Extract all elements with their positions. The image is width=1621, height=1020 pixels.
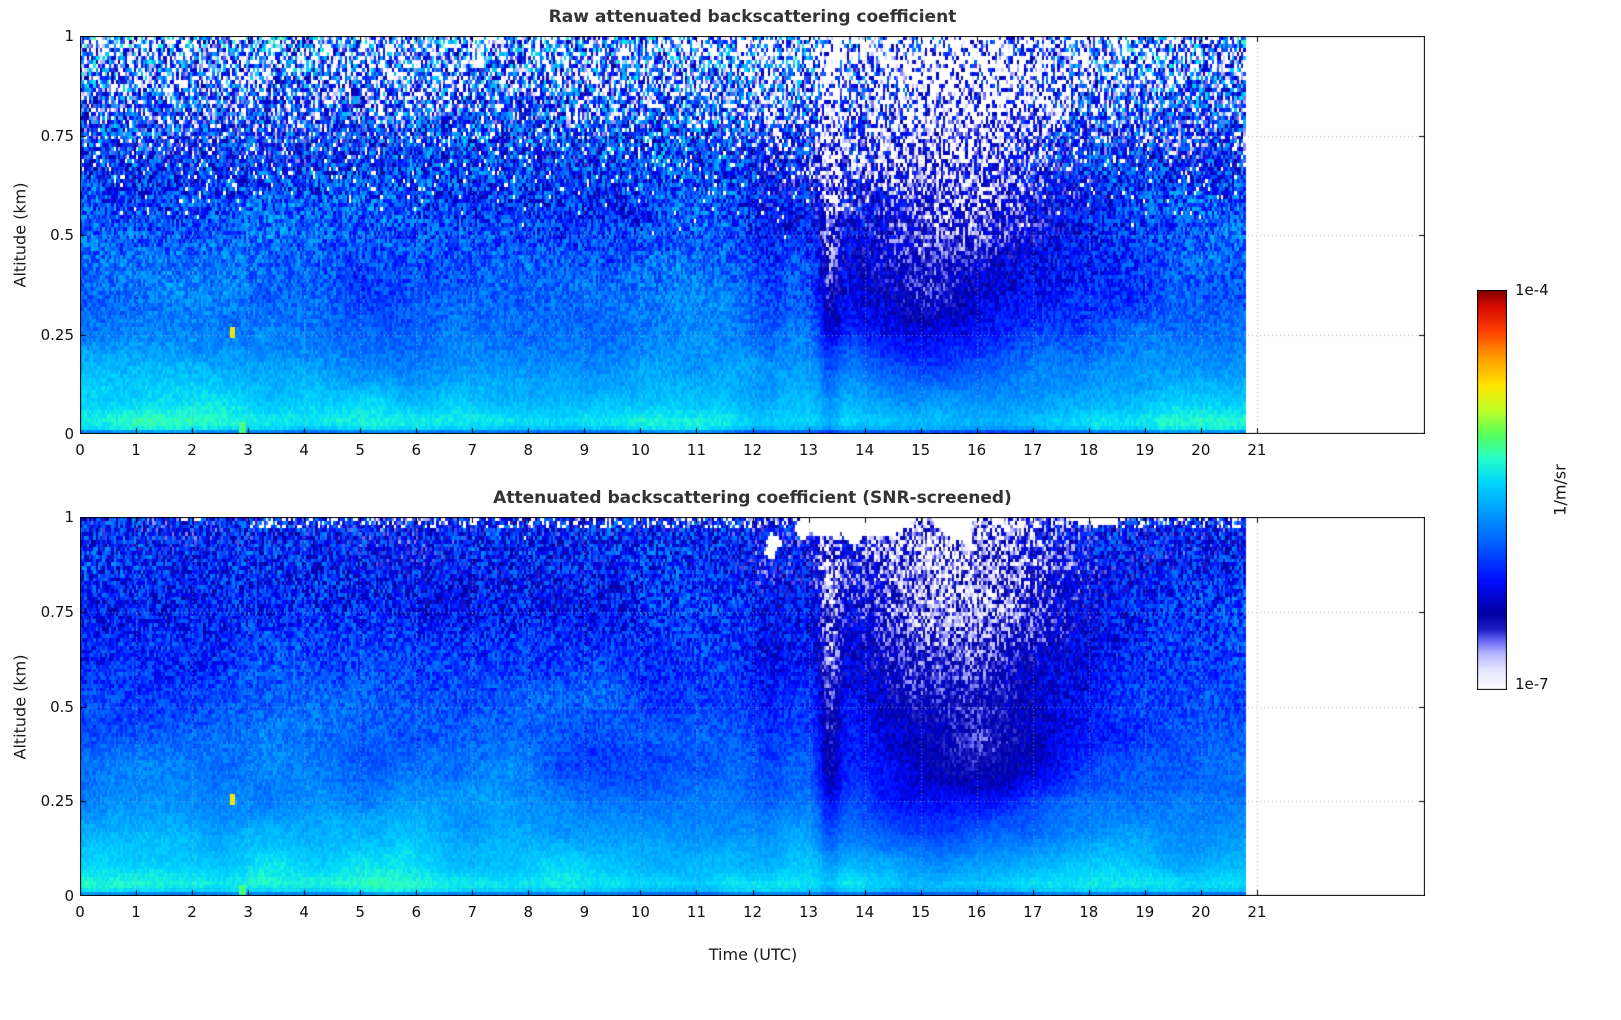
x-tick-label: 8 (523, 903, 534, 921)
x-tick-label: 6 (411, 441, 422, 459)
x-tick-label: 19 (1135, 903, 1155, 921)
x-tick-label: 0 (75, 903, 85, 921)
x-tick-label: 11 (686, 903, 706, 921)
y-axis-label-screened: Altitude (km) (10, 654, 30, 760)
y-axis-label-raw: Altitude (km) (10, 182, 30, 288)
x-tick-label: 9 (579, 903, 590, 921)
x-tick-label: 18 (1079, 903, 1099, 921)
x-tick-label: 4 (299, 903, 309, 921)
colorbar-max-label: 1e-4 (1515, 281, 1549, 299)
x-tick-label: 19 (1135, 441, 1155, 459)
x-tick-label: 2 (187, 903, 197, 921)
x-tick-label: 21 (1247, 441, 1267, 459)
colorbar-unit-label: 1/m/sr (1550, 464, 1570, 516)
x-tick-label: 4 (299, 441, 309, 459)
heatmap-canvas-raw (80, 36, 1425, 434)
x-tick-label: 10 (630, 441, 650, 459)
x-tick-label: 13 (798, 441, 819, 459)
y-tick-label: 0.25 (40, 325, 74, 344)
colorbar (1477, 290, 1507, 690)
x-tick-label: 7 (467, 903, 478, 921)
x-tick-label: 3 (243, 903, 253, 921)
x-tick-label: 16 (967, 903, 987, 921)
x-tick-label: 1 (131, 903, 141, 921)
y-tick-label: 0.25 (40, 792, 74, 811)
x-tick-label: 15 (911, 903, 931, 921)
x-tick-label: 16 (967, 441, 987, 459)
x-tick-label: 5 (355, 441, 365, 459)
x-tick-label: 8 (523, 441, 534, 459)
x-tick-label: 20 (1191, 441, 1211, 459)
y-tick-label: 1 (64, 508, 74, 526)
x-tick-label: 12 (742, 903, 763, 921)
y-tick-label: 1 (64, 27, 74, 45)
x-tick-label: 15 (911, 441, 931, 459)
colorbar-min-label: 1e-7 (1515, 675, 1549, 693)
x-tick-label: 17 (1023, 441, 1043, 459)
x-tick-label: 20 (1191, 903, 1211, 921)
y-tick-label: 0.75 (40, 126, 74, 145)
x-tick-label: 18 (1079, 441, 1099, 459)
x-axis-label: Time (UTC) (708, 945, 798, 964)
x-tick-label: 0 (75, 441, 85, 459)
x-tick-label: 13 (798, 903, 819, 921)
x-tick-label: 9 (579, 441, 590, 459)
y-tick-label: 0 (64, 887, 74, 905)
x-tick-label: 11 (686, 441, 706, 459)
y-tick-label: 0.5 (50, 226, 74, 244)
x-tick-label: 7 (467, 441, 478, 459)
y-tick-label: 0.75 (40, 602, 74, 621)
x-tick-label: 21 (1247, 903, 1267, 921)
x-tick-label: 14 (855, 441, 875, 459)
x-tick-label: 17 (1023, 903, 1043, 921)
panel-title-screened: Attenuated backscattering coefficient (S… (493, 488, 1012, 508)
heatmap-canvas-screened (80, 517, 1425, 896)
y-tick-label: 0.5 (50, 697, 74, 716)
x-tick-label: 10 (630, 903, 650, 921)
x-tick-label: 1 (131, 441, 141, 459)
y-tick-label: 0 (64, 425, 74, 443)
x-tick-label: 6 (411, 903, 422, 921)
x-tick-label: 12 (742, 441, 763, 459)
x-tick-label: 3 (243, 441, 253, 459)
x-tick-label: 14 (855, 903, 875, 921)
panel-title-raw: Raw attenuated backscattering coefficien… (548, 7, 957, 27)
x-tick-label: 2 (187, 441, 197, 459)
x-tick-label: 5 (355, 903, 365, 921)
